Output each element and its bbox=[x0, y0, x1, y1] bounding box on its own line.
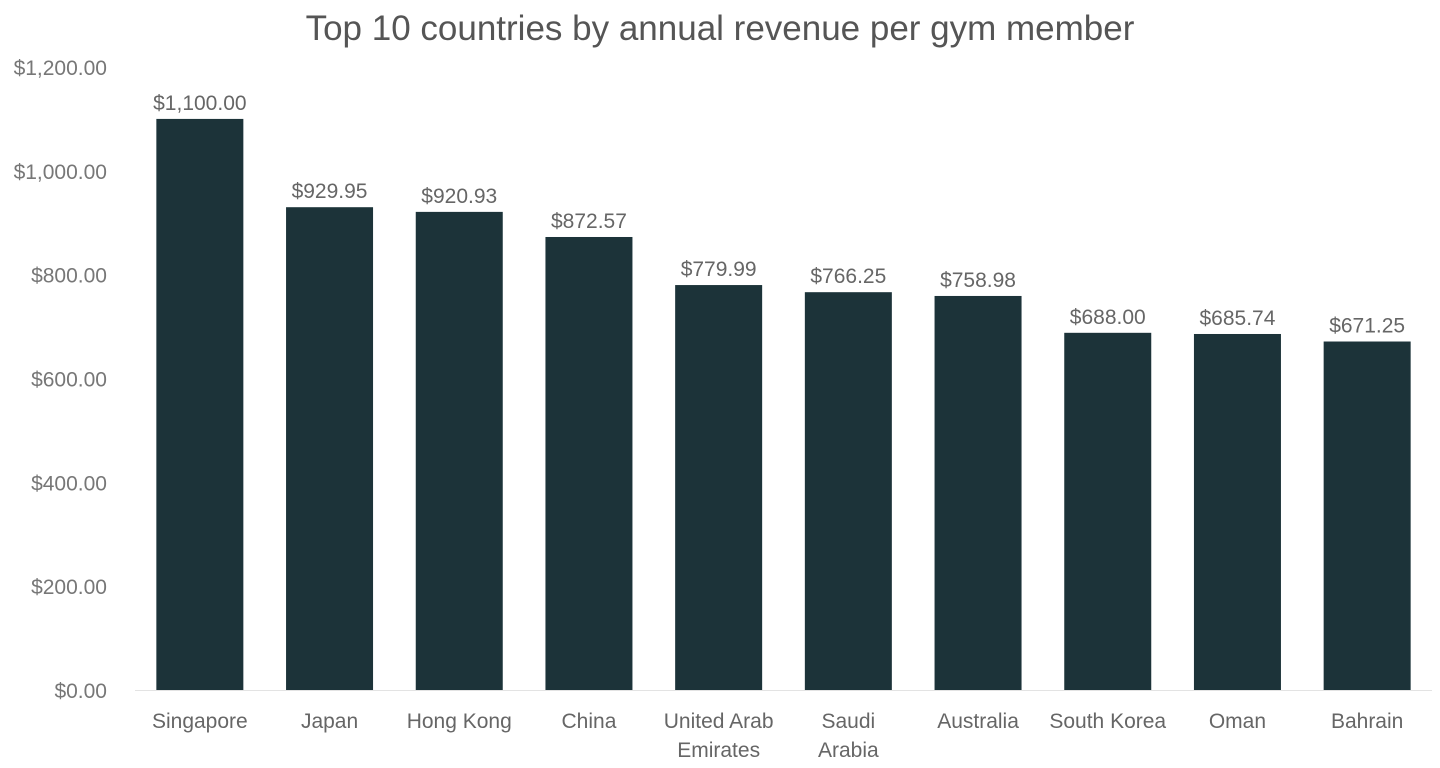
y-tick-label: $0.00 bbox=[54, 680, 107, 703]
x-tick-label: Oman bbox=[1209, 710, 1266, 733]
x-tick-label-line: South Korea bbox=[1049, 710, 1166, 733]
bar bbox=[1064, 332, 1152, 690]
data-label: $685.74 bbox=[1199, 307, 1275, 330]
x-tick-label: China bbox=[562, 710, 617, 733]
x-tick-label: Saudi Arabia bbox=[818, 710, 879, 762]
y-tick-label: $400.00 bbox=[31, 472, 107, 495]
bar bbox=[804, 292, 892, 690]
y-tick-label: $200.00 bbox=[31, 576, 107, 599]
x-tick-label: Hong Kong bbox=[407, 710, 512, 733]
x-tick-label-line: Arabia bbox=[818, 739, 879, 762]
x-tick-label-line: Australia bbox=[937, 710, 1019, 733]
x-tick-label-line: Bahrain bbox=[1331, 710, 1403, 733]
y-tick-label: $1,200.00 bbox=[14, 57, 107, 80]
bar bbox=[286, 207, 374, 690]
x-tick-label-line: Emirates bbox=[677, 739, 760, 762]
chart-title: Top 10 countries by annual revenue per g… bbox=[306, 9, 1135, 48]
x-tick-label-line: Saudi bbox=[821, 710, 875, 733]
bar bbox=[1323, 341, 1411, 690]
data-label: $766.25 bbox=[810, 265, 886, 288]
x-tick-label: Japan bbox=[301, 710, 358, 733]
bars: $1,100.00 $929.95 $920.93 $872.57 $779.99 $76… bbox=[153, 92, 1411, 691]
y-tick-label: $600.00 bbox=[31, 369, 107, 392]
bar bbox=[1193, 333, 1281, 690]
x-tick-label-line: Japan bbox=[301, 710, 358, 733]
x-tick-label: Singapore bbox=[152, 710, 248, 733]
bar bbox=[415, 211, 503, 690]
y-axis: $0.00 $200.00 $400.00 $600.00 $800.00 $1,000.… bbox=[14, 57, 107, 703]
bar bbox=[156, 118, 244, 690]
x-tick-label: South Korea bbox=[1049, 710, 1166, 733]
x-tick-label-line: Singapore bbox=[152, 710, 248, 733]
y-tick-label: $800.00 bbox=[31, 265, 107, 288]
data-label: $688.00 bbox=[1070, 306, 1146, 329]
data-label: $779.99 bbox=[681, 258, 757, 281]
x-tick-label-line: Hong Kong bbox=[407, 710, 512, 733]
bar bbox=[545, 236, 633, 691]
x-tick-label: United Arab Emirates bbox=[664, 710, 774, 762]
data-label: $671.25 bbox=[1329, 315, 1405, 338]
y-tick-label: $1,000.00 bbox=[14, 161, 107, 184]
bar bbox=[934, 295, 1022, 690]
x-axis: Singapore Japan Hong Kong China United Arab E… bbox=[152, 710, 1403, 762]
x-tick-label: Bahrain bbox=[1331, 710, 1403, 733]
bar bbox=[675, 285, 763, 690]
data-label: $872.57 bbox=[551, 210, 627, 233]
data-label: $920.93 bbox=[421, 185, 497, 208]
x-tick-label-line: Oman bbox=[1209, 710, 1266, 733]
data-label: $1,100.00 bbox=[153, 92, 246, 115]
x-tick-label: Australia bbox=[937, 710, 1019, 733]
data-label: $929.95 bbox=[292, 180, 368, 203]
data-label: $758.98 bbox=[940, 269, 1016, 292]
x-tick-label-line: United Arab bbox=[664, 710, 774, 733]
x-tick-label-line: China bbox=[562, 710, 617, 733]
